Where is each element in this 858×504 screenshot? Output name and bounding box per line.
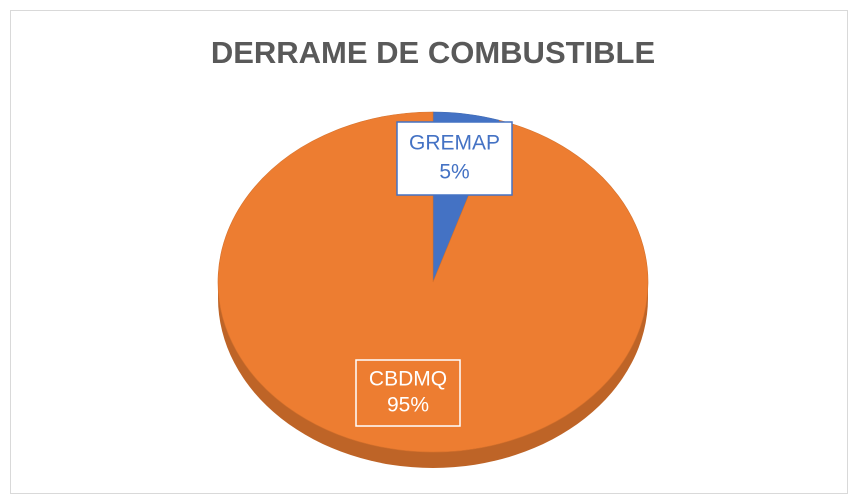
data-label-value: 95% <box>387 394 429 417</box>
data-label-category: CBDMQ <box>369 367 447 390</box>
data-label-value: 5% <box>439 161 469 184</box>
pie-slice <box>217 111 649 453</box>
data-label-box <box>355 359 461 427</box>
chart-title: DERRAME DE COMBUSTIBLE <box>211 35 655 70</box>
data-label-category: GREMAP <box>409 131 500 154</box>
data-label-box <box>396 121 513 196</box>
